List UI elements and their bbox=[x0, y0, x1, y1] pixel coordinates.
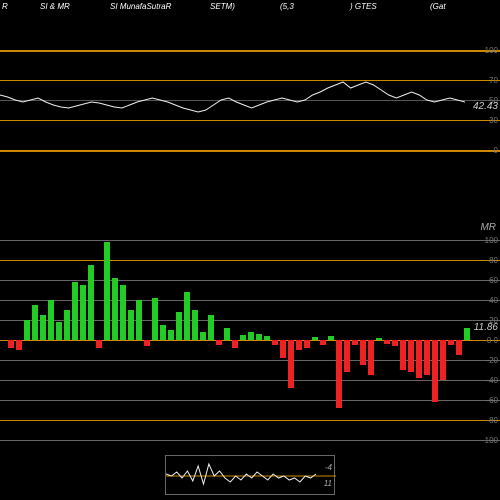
histogram-bar bbox=[384, 340, 390, 344]
histogram-bar bbox=[448, 340, 454, 345]
histogram-bar bbox=[256, 334, 262, 340]
histogram-bar bbox=[432, 340, 438, 402]
axis-label: -40 bbox=[486, 376, 498, 385]
histogram-bar bbox=[232, 340, 238, 348]
axis-label: 40 bbox=[489, 296, 498, 305]
histogram-bar bbox=[344, 340, 350, 372]
histogram-bar bbox=[56, 322, 62, 340]
gridline bbox=[0, 240, 500, 241]
histogram-bar bbox=[360, 340, 366, 365]
axis-label: 0 0 bbox=[487, 336, 498, 345]
histogram-bar bbox=[24, 320, 30, 340]
mini-chart: -4 11 bbox=[165, 455, 335, 495]
histogram-bar bbox=[464, 328, 470, 340]
axis-label: -20 bbox=[486, 356, 498, 365]
histogram-bar bbox=[128, 310, 134, 340]
histogram-bar bbox=[32, 305, 38, 340]
histogram-bar bbox=[392, 340, 398, 346]
histogram-bar bbox=[136, 300, 142, 340]
histogram-bar bbox=[248, 332, 254, 340]
histogram-bar bbox=[328, 336, 334, 340]
histogram-bar bbox=[208, 315, 214, 340]
header-label: SETM) bbox=[210, 2, 235, 11]
axis-label: 70 bbox=[489, 76, 498, 85]
header-label: ) GTES bbox=[350, 2, 377, 11]
histogram-bar bbox=[168, 330, 174, 340]
gridline bbox=[0, 420, 500, 421]
histogram-bar bbox=[160, 325, 166, 340]
histogram-bar bbox=[112, 278, 118, 340]
histogram-bar bbox=[192, 310, 198, 340]
axis-label: 80 bbox=[489, 256, 498, 265]
mini-label: -4 bbox=[325, 463, 332, 472]
histogram-bar bbox=[184, 292, 190, 340]
histogram-bar bbox=[376, 338, 382, 340]
histogram-bar bbox=[8, 340, 14, 348]
current-value: 42.43 bbox=[473, 101, 498, 112]
header-label: R bbox=[2, 2, 8, 11]
histogram-bar bbox=[408, 340, 414, 372]
mr-panel: MR100806040200 0-20-40-60-80-10011.86 bbox=[0, 240, 500, 440]
rsi-panel: 100705030042.43 bbox=[0, 50, 500, 150]
axis-label: 30 bbox=[489, 116, 498, 125]
histogram-bar bbox=[64, 310, 70, 340]
histogram-bar bbox=[352, 340, 358, 345]
gridline bbox=[0, 280, 500, 281]
histogram-bar bbox=[72, 282, 78, 340]
histogram-bar bbox=[176, 312, 182, 340]
histogram-bar bbox=[320, 340, 326, 345]
gridline bbox=[0, 440, 500, 441]
histogram-bar bbox=[312, 337, 318, 340]
header-label: SI MunafaSutraR bbox=[110, 2, 171, 11]
axis-label: 60 bbox=[489, 276, 498, 285]
histogram-bar bbox=[224, 328, 230, 340]
histogram-bar bbox=[216, 340, 222, 345]
axis-label: 100 bbox=[485, 236, 498, 245]
axis-label: -80 bbox=[486, 416, 498, 425]
axis-label: -100 bbox=[482, 436, 498, 445]
chart-header: R SI & MR SI MunafaSutraR SETM) (5,3 ) GTES (G… bbox=[0, 2, 500, 16]
histogram-bar bbox=[304, 340, 310, 348]
header-label: SI & MR bbox=[40, 2, 70, 11]
histogram-bar bbox=[96, 340, 102, 348]
histogram-bar bbox=[120, 285, 126, 340]
histogram-bar bbox=[104, 242, 110, 340]
current-value: 11.86 bbox=[474, 322, 498, 333]
histogram-bar bbox=[368, 340, 374, 375]
histogram-bar bbox=[264, 336, 270, 340]
histogram-bar bbox=[440, 340, 446, 380]
histogram-bar bbox=[424, 340, 430, 375]
header-label: (5,3 bbox=[280, 2, 294, 11]
histogram-bar bbox=[48, 300, 54, 340]
axis-label: -60 bbox=[486, 396, 498, 405]
histogram-bar bbox=[200, 332, 206, 340]
axis-label: 0 bbox=[494, 146, 498, 155]
mini-label: 11 bbox=[324, 479, 332, 488]
axis-label: 100 bbox=[485, 46, 498, 55]
histogram-bar bbox=[272, 340, 278, 345]
histogram-bar bbox=[400, 340, 406, 370]
histogram-bar bbox=[456, 340, 462, 355]
histogram-bar bbox=[240, 335, 246, 340]
histogram-bar bbox=[40, 315, 46, 340]
gridline bbox=[0, 400, 500, 401]
histogram-bar bbox=[88, 265, 94, 340]
panel-title: MR bbox=[480, 222, 496, 233]
gridline bbox=[0, 380, 500, 381]
histogram-bar bbox=[416, 340, 422, 378]
histogram-bar bbox=[144, 340, 150, 346]
histogram-bar bbox=[80, 285, 86, 340]
histogram-bar bbox=[296, 340, 302, 350]
histogram-bar bbox=[288, 340, 294, 388]
gridline bbox=[0, 260, 500, 261]
histogram-bar bbox=[152, 298, 158, 340]
header-label: (Gat bbox=[430, 2, 446, 11]
gridline bbox=[0, 150, 500, 152]
histogram-bar bbox=[16, 340, 22, 350]
histogram-bar bbox=[280, 340, 286, 358]
histogram-bar bbox=[336, 340, 342, 408]
